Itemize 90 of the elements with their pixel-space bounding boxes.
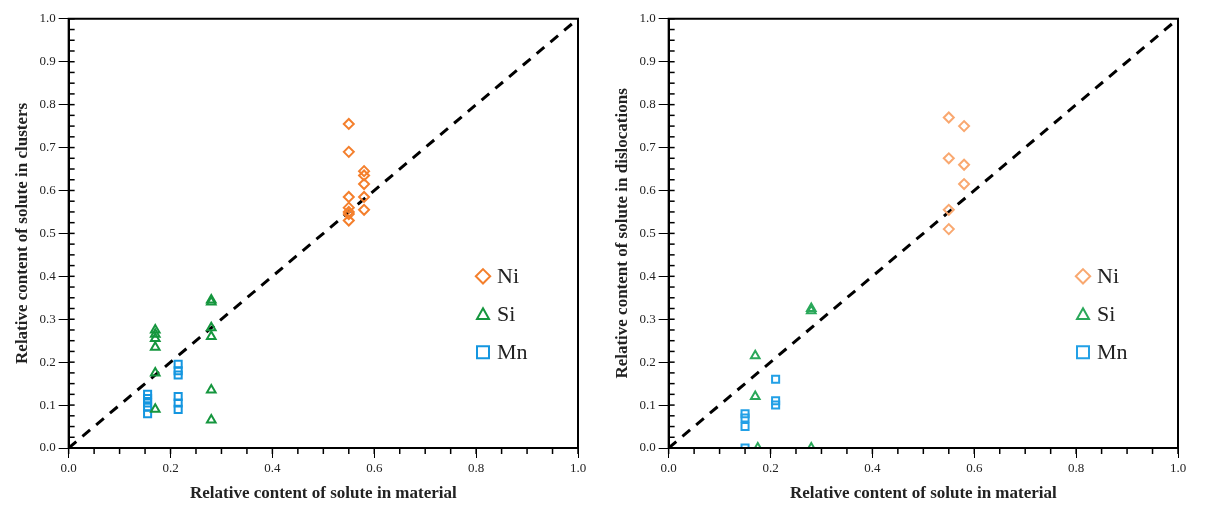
- y-tick-label: 0.3: [39, 310, 56, 326]
- point: [342, 214, 355, 227]
- point: [173, 398, 183, 408]
- y-tick-label: 0.6: [639, 181, 657, 197]
- x-tick-label: 1.0: [1169, 460, 1187, 476]
- point: [173, 366, 183, 376]
- point: [149, 366, 161, 377]
- point: [143, 398, 153, 408]
- point: [358, 178, 371, 191]
- point: [358, 190, 371, 203]
- point: [740, 422, 750, 432]
- point: [149, 332, 161, 343]
- legend-label: Si: [497, 301, 516, 327]
- x-axis-title: Relative content of solute in material: [189, 483, 457, 503]
- point: [173, 391, 183, 402]
- x-tick-label: 0.8: [468, 460, 485, 476]
- point: [342, 145, 355, 158]
- x-tick-label: 0.0: [60, 460, 77, 476]
- y-tick-label: 0.0: [639, 439, 656, 455]
- legend-label: Ni: [1097, 263, 1119, 289]
- x-tick-label: 0.2: [762, 460, 779, 476]
- point: [173, 404, 183, 414]
- y-tick-label: 0.2: [39, 353, 56, 369]
- point: [205, 330, 217, 340]
- point: [942, 223, 955, 236]
- point: [173, 359, 183, 369]
- point: [958, 158, 971, 171]
- point: [771, 396, 781, 406]
- x-tick-label: 1.0: [569, 460, 587, 476]
- y-tick-label: 0.3: [639, 310, 656, 326]
- y-tick-label: 0.5: [39, 224, 56, 240]
- y-tick-label: 0.7: [639, 138, 657, 154]
- point: [342, 117, 355, 130]
- y-axis-title: Relative content of solute in dislocations: [611, 87, 631, 379]
- point: [143, 409, 153, 419]
- y-tick-label: 1.0: [39, 10, 56, 26]
- point: [149, 328, 161, 338]
- point: [771, 374, 781, 384]
- point: [740, 413, 750, 423]
- point: [942, 203, 955, 216]
- legend-label: Mn: [1097, 339, 1128, 365]
- legend-label: Mn: [497, 339, 528, 365]
- point: [342, 201, 355, 214]
- y-tick-label: 0.8: [639, 96, 656, 112]
- x-axis-title: Relative content of solute in material: [789, 483, 1057, 503]
- y-tick-label: 0.8: [39, 96, 56, 112]
- x-tick-label: 0.2: [162, 460, 179, 476]
- point: [149, 323, 161, 334]
- legend-label: Si: [1097, 301, 1116, 327]
- x-tick-label: 0.0: [660, 460, 677, 476]
- point: [143, 394, 153, 404]
- point: [205, 321, 217, 332]
- point: [749, 390, 761, 400]
- point: [143, 402, 153, 412]
- y-tick-label: 1.0: [639, 10, 656, 26]
- point: [358, 169, 371, 182]
- y-tick-label: 0.2: [639, 353, 656, 369]
- point: [205, 414, 217, 424]
- y-tick-label: 0.1: [39, 396, 56, 412]
- point: [942, 152, 955, 165]
- legend-label: Ni: [497, 263, 519, 289]
- y-tick-label: 0.4: [639, 267, 657, 283]
- point: [342, 190, 355, 203]
- x-tick-label: 0.4: [864, 460, 882, 476]
- y-tick-label: 0.4: [39, 267, 57, 283]
- point: [958, 178, 971, 191]
- point: [942, 111, 955, 124]
- point: [358, 165, 371, 178]
- point: [958, 120, 971, 133]
- x-tick-label: 0.4: [264, 460, 282, 476]
- x-tick-label: 0.8: [1068, 460, 1085, 476]
- x-tick-label: 0.6: [966, 460, 983, 476]
- y-tick-label: 0.1: [639, 396, 656, 412]
- point: [749, 349, 761, 360]
- point: [358, 203, 371, 216]
- y-axis-title: Relative content of solute in clusters: [11, 102, 31, 364]
- y-tick-label: 0.7: [39, 138, 57, 154]
- y-tick-label: 0.0: [39, 439, 56, 455]
- y-tick-label: 0.6: [39, 181, 57, 197]
- point: [149, 341, 161, 351]
- point: [740, 409, 750, 419]
- y-tick-label: 0.5: [639, 224, 656, 240]
- y-tick-label: 0.9: [39, 53, 56, 69]
- point: [149, 403, 161, 413]
- point: [143, 389, 153, 399]
- x-tick-label: 0.6: [366, 460, 383, 476]
- point: [173, 370, 183, 380]
- point: [205, 384, 217, 394]
- y-tick-label: 0.9: [639, 53, 656, 69]
- point: [771, 400, 781, 410]
